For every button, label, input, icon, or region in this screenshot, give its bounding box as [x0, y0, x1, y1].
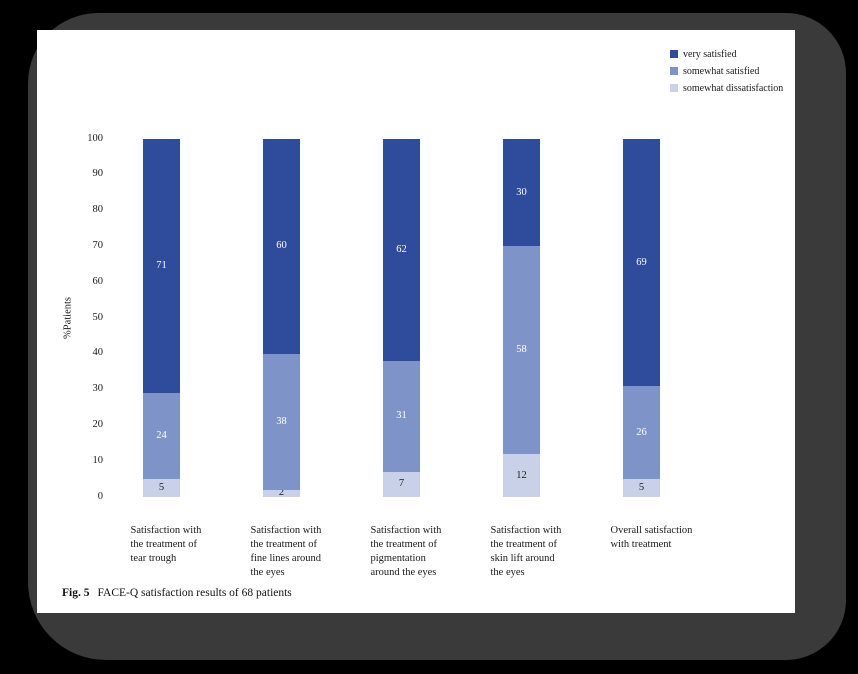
- bar-value-label: 30: [516, 186, 527, 198]
- y-tick-label: 80: [92, 204, 104, 216]
- bar-segment: 58: [503, 246, 540, 455]
- bar-segment: 5: [623, 479, 660, 497]
- bar-value-label: 69: [636, 256, 647, 268]
- category-label-line: Satisfaction with: [370, 525, 442, 536]
- chart-legend: very satisfied somewhat satisfied somewhat…: [670, 48, 783, 99]
- category-label-line: the eyes: [490, 566, 525, 578]
- category-label-line: with treatment: [610, 538, 672, 550]
- category-label-line: the treatment of: [250, 538, 317, 550]
- category-label-line: Overall satisfaction: [610, 525, 693, 536]
- category-label: Overall satisfaction with treatment: [611, 524, 723, 552]
- bar-segment: 5: [143, 479, 180, 497]
- y-tick-label: 40: [92, 347, 104, 359]
- bar-value-label: 38: [276, 415, 287, 427]
- category-label-line: the treatment of: [370, 538, 437, 550]
- category-label-line: the eyes: [250, 566, 285, 578]
- legend-label: very satisfied: [683, 48, 737, 60]
- legend-item: very satisfied: [670, 48, 783, 60]
- x-axis-labels: Satisfaction with the treatment of tear tr…: [37, 30, 795, 613]
- bar-value-label: 58: [516, 343, 527, 355]
- bar-value-label: 26: [636, 426, 647, 438]
- category-label-line: fine lines around: [250, 552, 322, 564]
- bar-value-label: 7: [398, 478, 405, 490]
- category-label: Satisfaction with the treatment of fine li…: [251, 524, 363, 579]
- plot-area: 5 24 71 2 38 60 7 31 62 12 58 30 5 26 69: [37, 30, 795, 613]
- category-label-line: the treatment of: [490, 538, 557, 550]
- bar-value-label: 31: [396, 410, 407, 422]
- legend-label: somewhat dissatisfaction: [683, 82, 784, 94]
- legend-item: somewhat dissatisfaction: [670, 82, 783, 94]
- legend-swatch-icon: [670, 84, 678, 92]
- figure-page: very satisfied somewhat satisfied somewhat…: [37, 30, 795, 613]
- bar-segment: 60: [263, 139, 300, 354]
- y-tick-label: 0: [97, 490, 103, 502]
- bar-segment: 31: [383, 360, 420, 472]
- bar-segment: 69: [623, 139, 660, 387]
- y-axis: 0 10 20 30 40 50 60 70 80 90 100: [37, 30, 795, 613]
- y-tick-label: 100: [87, 132, 103, 144]
- y-tick-label: 90: [92, 168, 104, 180]
- bar-value-label: 12: [516, 469, 527, 481]
- category-label-line: Satisfaction with: [250, 525, 322, 536]
- bar-value-label: 60: [276, 240, 287, 252]
- category-label: Satisfaction with the treatment of pigment…: [371, 524, 483, 579]
- figure-caption-label: Fig. 5: [62, 587, 90, 599]
- category-label-line: Satisfaction with: [490, 525, 562, 536]
- bar-segment: 38: [263, 353, 300, 490]
- legend-swatch-icon: [670, 50, 678, 58]
- bar-segment: 62: [383, 139, 420, 361]
- y-tick-label: 50: [92, 311, 104, 323]
- bar-value-label: 62: [396, 243, 407, 255]
- category-label-line: the treatment of: [130, 538, 197, 550]
- bar-value-label: 5: [638, 481, 645, 493]
- category-label-line: pigmentation: [370, 552, 426, 564]
- bar-segment: 2: [263, 487, 300, 499]
- category-label: Satisfaction with the treatment of tear tr…: [131, 524, 243, 566]
- legend-item: somewhat satisfied: [670, 65, 783, 77]
- bar-value-label: 71: [156, 259, 167, 271]
- category-label-line: around the eyes: [370, 566, 437, 578]
- bar-segment: 30: [503, 139, 540, 247]
- figure-caption: Fig. 5 FACE-Q satisfaction results of 68 …: [62, 587, 292, 599]
- bar-value-label: 2: [278, 487, 285, 499]
- bar-segment: 24: [143, 393, 180, 480]
- legend-swatch-icon: [670, 67, 678, 75]
- bar-value-label: 24: [156, 429, 167, 441]
- bar-segment: 12: [503, 454, 540, 497]
- bar-segment: 71: [143, 139, 180, 394]
- bar-segment: 7: [383, 471, 420, 497]
- bar-value-label: 5: [158, 481, 165, 493]
- category-label-line: skin lift around: [490, 552, 555, 564]
- category-label-line: tear trough: [130, 552, 177, 564]
- y-tick-label: 60: [92, 275, 104, 287]
- category-label: Satisfaction with the treatment of skin li…: [491, 524, 603, 579]
- bar-segment: 26: [623, 386, 660, 480]
- legend-label: somewhat satisfied: [683, 65, 760, 77]
- y-tick-label: 20: [92, 418, 104, 430]
- y-tick-label: 70: [92, 239, 104, 251]
- y-tick-label: 30: [92, 383, 104, 395]
- figure-caption-text: FACE-Q satisfaction results of 68 patien…: [97, 587, 292, 599]
- category-label-line: Satisfaction with: [130, 525, 202, 536]
- y-tick-label: 10: [92, 454, 104, 466]
